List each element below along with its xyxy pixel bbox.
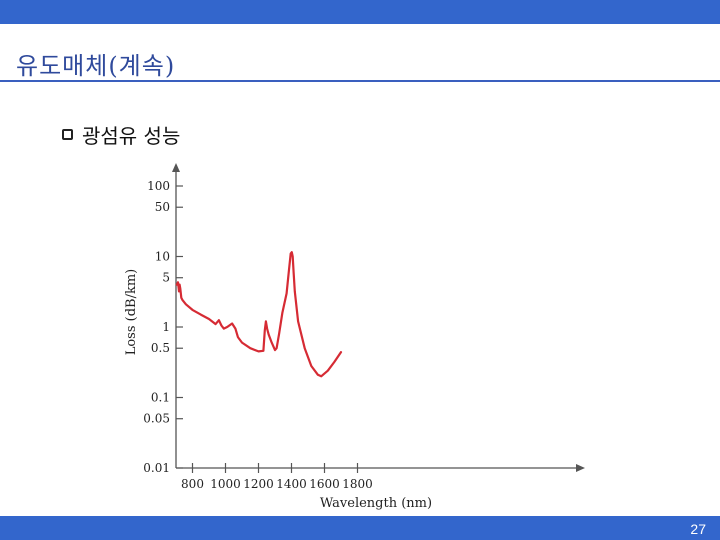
x-tick-label: 1800	[342, 477, 373, 491]
y-tick-label: 5	[162, 271, 170, 285]
y-axis-label: Loss (dB/km)	[124, 269, 139, 356]
y-tick-label: 0.01	[143, 461, 170, 475]
bullet-item: 광섬유 성능	[62, 120, 180, 149]
x-tick-label: 1400	[276, 477, 307, 491]
y-tick-label: 100	[147, 179, 170, 193]
header-bar	[0, 0, 720, 24]
x-tick-label: 800	[181, 477, 204, 491]
footer-bar	[0, 516, 720, 540]
loss-curve	[175, 251, 343, 378]
page-number: 27	[690, 521, 706, 537]
x-tick-label: 1200	[243, 477, 274, 491]
x-axis-arrow-icon	[576, 464, 585, 472]
y-tick-label: 0.1	[151, 391, 170, 405]
slide-title: 유도매체(계속)	[16, 52, 176, 80]
x-tick-label: 1000	[210, 477, 241, 491]
y-tick-label: 50	[155, 200, 170, 214]
y-tick-label: 1	[162, 320, 170, 334]
bullet-text: 광섬유 성능	[82, 124, 181, 148]
y-tick-label: 10	[155, 250, 170, 264]
x-tick-label: 1600	[309, 477, 340, 491]
checkbox-bullet-icon	[62, 129, 73, 140]
y-tick-label: 0.5	[151, 341, 170, 355]
title-divider	[0, 80, 720, 82]
y-tick-label: 0.05	[143, 412, 170, 426]
y-axis-arrow-icon	[172, 163, 180, 172]
x-axis-label: Wavelength (nm)	[320, 496, 432, 511]
